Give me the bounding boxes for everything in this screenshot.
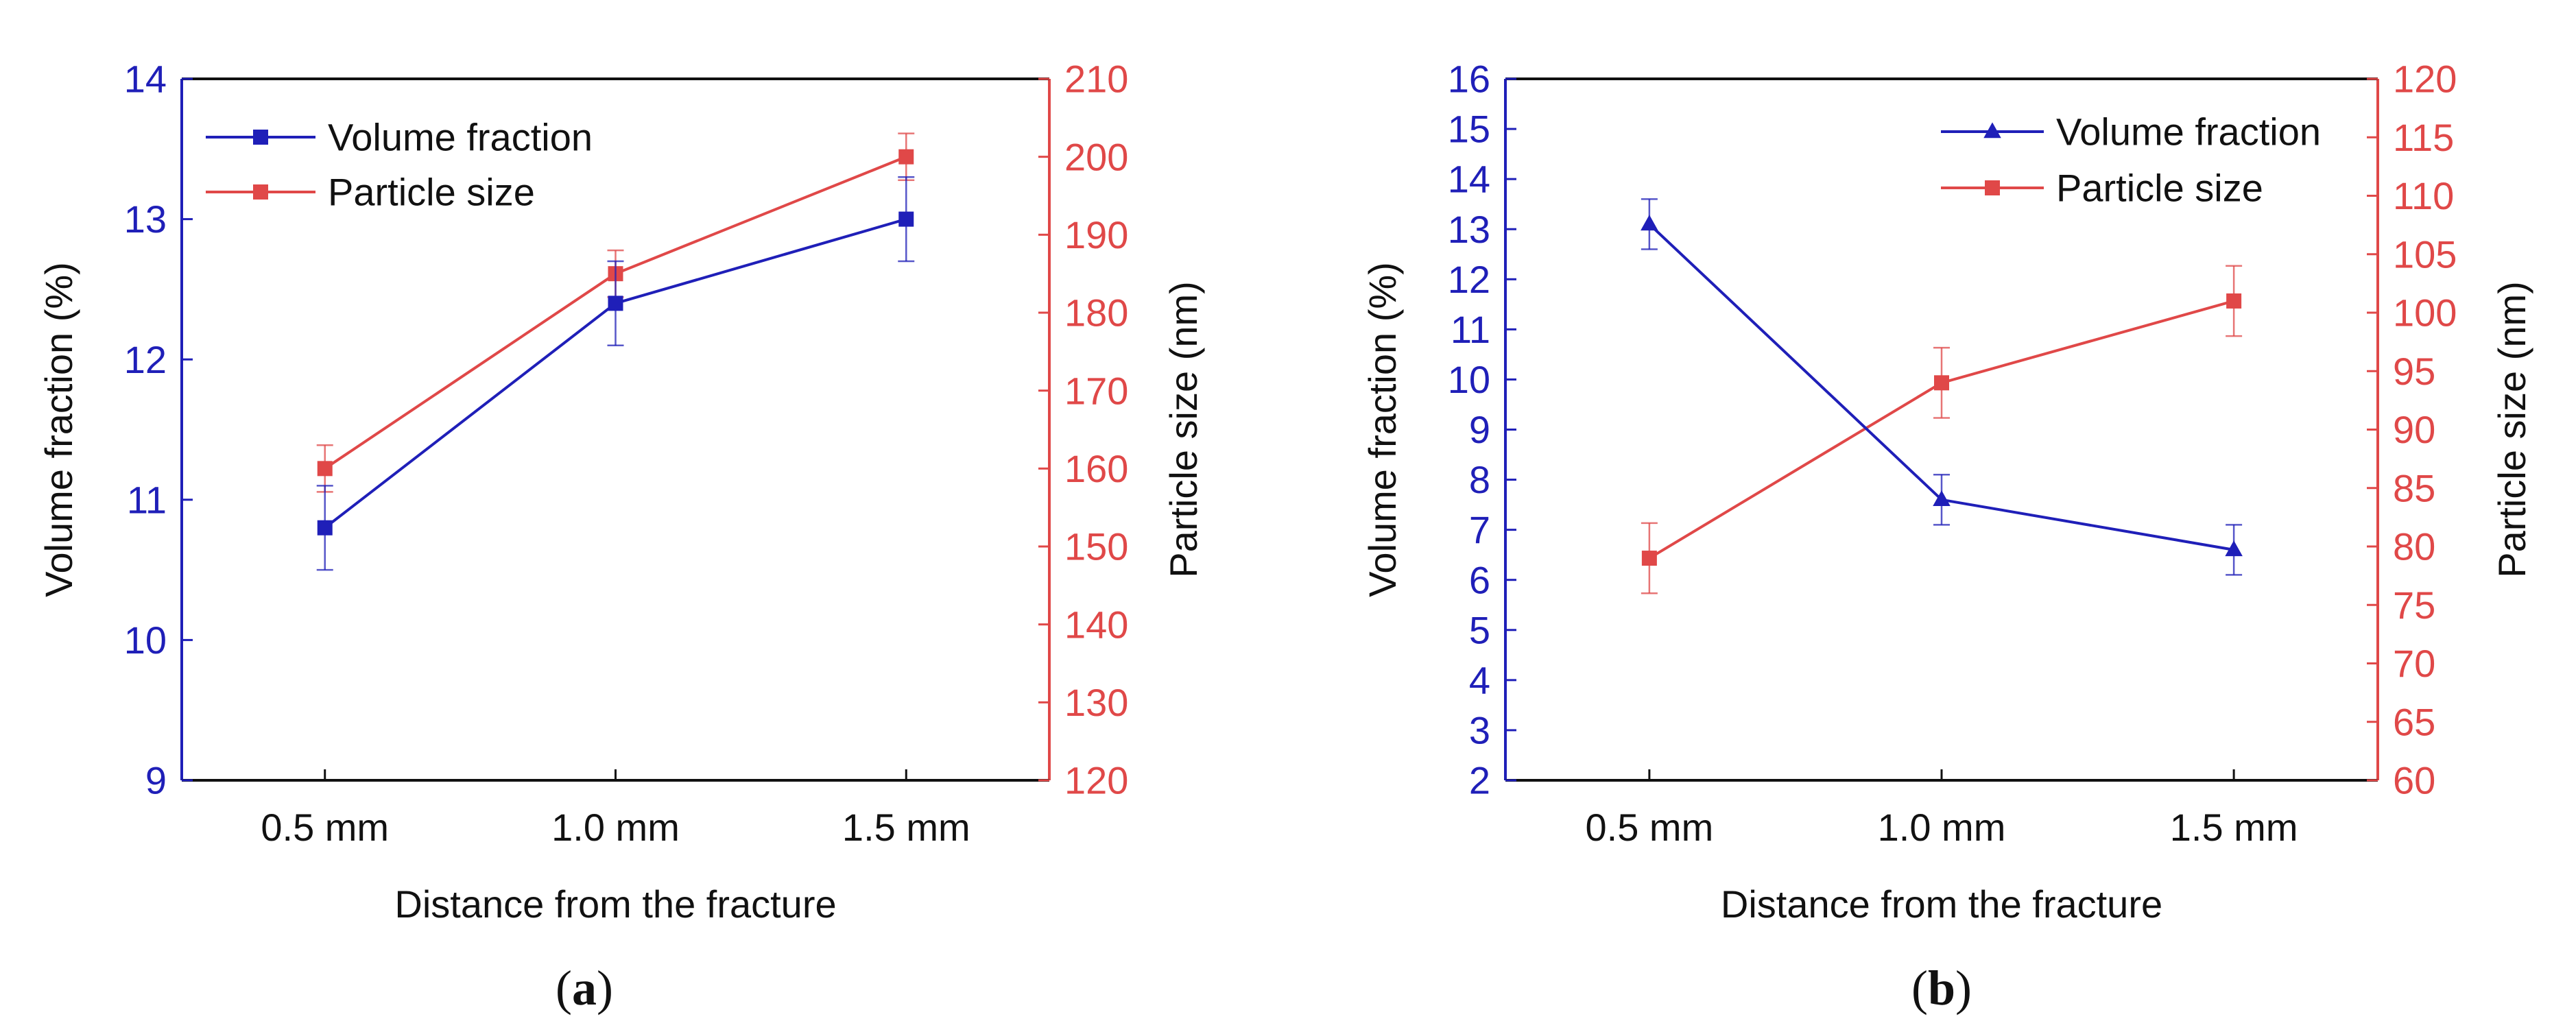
right-y-tick-label: 200 (1064, 135, 1128, 178)
legend-marker (1983, 122, 2001, 139)
right-y-tick-label: 105 (2393, 232, 2457, 276)
left-y-tick-label: 10 (124, 618, 167, 662)
left-y-axis-title: Volume fraction (%) (1361, 262, 1404, 597)
legend-marker (1985, 180, 2000, 195)
left-y-tick-label: 15 (1448, 108, 1490, 151)
legend-marker (253, 130, 268, 145)
series-volume-fraction (1641, 198, 2243, 576)
left-y-tick-label: 13 (1448, 208, 1490, 251)
data-point (1641, 551, 1657, 566)
right-y-tick-label: 100 (2393, 291, 2457, 335)
legend-label: Volume fraction (2056, 110, 2321, 154)
x-tick-label: 1.0 mm (1878, 806, 2006, 849)
left-y-tick-label: 16 (1448, 58, 1490, 101)
panel-label: (a) (556, 961, 613, 1015)
left-y-tick-label: 7 (1469, 508, 1490, 551)
left-y-tick-label: 12 (124, 338, 167, 381)
left-y-tick-label: 11 (127, 478, 167, 521)
left-y-tick-label: 8 (1469, 458, 1490, 501)
data-point (1933, 490, 1951, 507)
left-y-tick-label: 9 (145, 759, 167, 802)
right-y-tick-label: 115 (2393, 116, 2454, 159)
data-point (317, 461, 333, 477)
x-tick-label: 1.5 mm (842, 806, 970, 849)
series-particle-size (1641, 265, 2243, 594)
right-y-tick-label: 180 (1064, 291, 1128, 335)
right-y-tick-label: 170 (1064, 369, 1128, 412)
left-y-tick-label: 9 (1469, 408, 1490, 451)
legend: Volume fraction Particle size (206, 116, 593, 214)
left-y-tick-label: 12 (1448, 258, 1490, 301)
right-y-tick-label: 90 (2393, 408, 2435, 451)
data-point (898, 149, 914, 165)
right-y-axis-title: Particle size (nm) (1162, 281, 1205, 578)
data-point (608, 296, 623, 311)
x-tick-label: 1.0 mm (551, 806, 680, 849)
right-y-tick-label: 150 (1064, 525, 1128, 568)
data-point (1641, 215, 1658, 231)
left-y-tick-label: 3 (1469, 709, 1490, 752)
right-y-tick-label: 160 (1064, 447, 1128, 490)
left-y-tick-label: 14 (1448, 158, 1490, 201)
data-point (317, 520, 333, 536)
right-y-tick-label: 85 (2393, 466, 2435, 509)
left-y-tick-label: 4 (1469, 658, 1490, 701)
left-y-tick-label: 5 (1469, 608, 1490, 651)
data-point (2225, 540, 2243, 557)
left-y-tick-label: 2 (1469, 759, 1490, 802)
left-y-tick-label: 11 (1451, 308, 1490, 351)
left-y-tick-label: 6 (1469, 558, 1490, 601)
right-y-tick-label: 140 (1064, 603, 1128, 646)
right-y-tick-label: 60 (2393, 759, 2435, 802)
legend: Volume fraction Particle size (1941, 110, 2321, 210)
legend-marker (253, 184, 268, 200)
right-y-axis-title: Particle size (nm) (2490, 281, 2533, 578)
right-y-tick-label: 120 (2393, 58, 2457, 101)
left-y-tick-label: 14 (124, 58, 167, 101)
data-point (1934, 375, 1949, 391)
right-y-tick-label: 130 (1064, 681, 1128, 724)
legend-label: Volume fraction (328, 116, 593, 159)
x-tick-label: 0.5 mm (1586, 806, 1714, 849)
x-axis-title: Distance from the fracture (394, 882, 836, 926)
x-tick-label: 1.5 mm (2170, 806, 2298, 849)
x-tick-label: 0.5 mm (261, 806, 389, 849)
chart-panel-a: 9 10 11 12 13 14 120 130 140 150 160 170 180 190 200 21… (37, 58, 1205, 1015)
data-point (2226, 293, 2242, 309)
data-point (898, 211, 914, 227)
left-y-tick-label: 13 (124, 197, 167, 241)
right-y-tick-label: 80 (2393, 525, 2435, 568)
legend-label: Particle size (2056, 167, 2263, 210)
right-y-tick-label: 190 (1064, 213, 1128, 256)
right-y-tick-label: 75 (2393, 584, 2435, 627)
right-y-tick-label: 210 (1064, 58, 1128, 101)
right-y-tick-label: 70 (2393, 642, 2435, 685)
right-y-tick-label: 120 (1064, 759, 1128, 802)
x-axis-title: Distance from the fracture (1721, 882, 2162, 926)
chart-panel-b: 2 3 4 5 6 7 8 9 10 11 12 13 14 15 16 60 65 70 75 80 85 90 95 10… (1361, 58, 2533, 1015)
right-y-tick-label: 95 (2393, 350, 2435, 393)
right-y-tick-label: 65 (2393, 700, 2435, 743)
left-y-axis-title: Volume fraction (%) (37, 262, 80, 597)
left-y-tick-label: 10 (1448, 358, 1490, 401)
right-y-tick-label: 110 (2393, 174, 2454, 217)
legend-label: Particle size (328, 171, 535, 214)
panel-label: (b) (1911, 961, 1972, 1015)
series-volume-fraction (316, 176, 915, 571)
